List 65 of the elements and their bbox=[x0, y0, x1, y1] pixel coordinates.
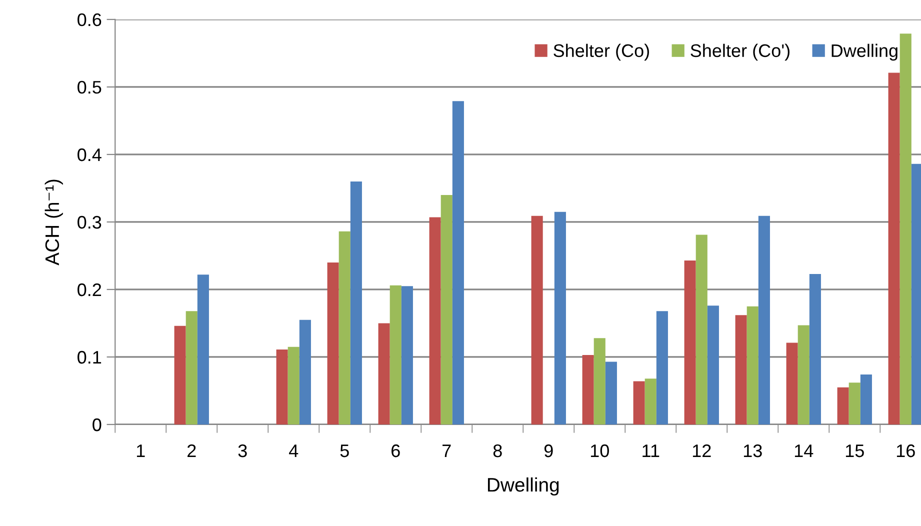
bar bbox=[440, 194, 452, 424]
bar bbox=[605, 362, 617, 424]
bar bbox=[174, 326, 186, 424]
y-tick-label: 0.1 bbox=[78, 350, 102, 364]
x-tick-label: 7 bbox=[442, 444, 451, 458]
bar bbox=[696, 234, 708, 424]
bar bbox=[401, 286, 413, 424]
bar bbox=[798, 325, 810, 424]
bar bbox=[429, 217, 441, 424]
bar bbox=[786, 342, 798, 424]
bar bbox=[656, 311, 668, 424]
bar bbox=[644, 378, 656, 424]
bar bbox=[327, 262, 339, 424]
x-tick-label: 14 bbox=[794, 444, 814, 458]
bar bbox=[288, 346, 300, 424]
y-axis-title: ACH (h⁻¹) bbox=[44, 180, 63, 266]
bar bbox=[809, 274, 821, 424]
bar bbox=[554, 212, 566, 424]
x-tick-label: 3 bbox=[238, 444, 247, 458]
y-tick-label: 0.3 bbox=[78, 216, 102, 229]
y-tick-label: 0 bbox=[92, 418, 102, 432]
bar bbox=[350, 181, 362, 424]
bar bbox=[582, 354, 594, 424]
x-tick-label: 6 bbox=[392, 444, 400, 458]
bar bbox=[531, 216, 543, 424]
bar bbox=[735, 315, 747, 424]
x-tick-label: 10 bbox=[590, 444, 609, 458]
legend-label: Shelter (Co) bbox=[554, 44, 649, 61]
x-tick-label: 13 bbox=[744, 444, 762, 458]
y-tick-label: 0.5 bbox=[78, 80, 102, 94]
legend-label: Dwelling bbox=[832, 44, 898, 61]
y-tick-label: 0.6 bbox=[78, 13, 102, 26]
bar bbox=[888, 72, 900, 424]
bar bbox=[186, 311, 198, 424]
legend-label: Shelter (Co') bbox=[690, 44, 790, 61]
x-tick-label: 1 bbox=[136, 444, 145, 458]
bar bbox=[452, 101, 464, 424]
bar bbox=[848, 382, 860, 424]
bar bbox=[390, 285, 402, 424]
bar bbox=[338, 231, 350, 424]
x-tick-label: 16 bbox=[896, 444, 915, 458]
x-tick-label: 11 bbox=[642, 444, 660, 458]
bar bbox=[900, 34, 912, 424]
x-axis-title: Dwelling bbox=[488, 477, 559, 496]
x-tick-label: 15 bbox=[846, 444, 864, 458]
x-tick-label: 12 bbox=[692, 444, 711, 458]
y-tick-label: 0.4 bbox=[78, 148, 102, 162]
bar bbox=[299, 320, 311, 424]
bar bbox=[276, 350, 288, 424]
bar bbox=[594, 338, 606, 424]
x-tick-label: 8 bbox=[493, 444, 502, 458]
x-tick-label: 5 bbox=[340, 444, 349, 458]
bar bbox=[837, 387, 849, 424]
bar bbox=[758, 216, 770, 424]
bar bbox=[684, 260, 696, 424]
bar bbox=[860, 374, 872, 424]
bar bbox=[197, 274, 209, 424]
y-tick-label: 0.2 bbox=[78, 283, 102, 296]
bar bbox=[707, 306, 719, 424]
bar bbox=[746, 306, 758, 424]
x-tick-label: 9 bbox=[544, 444, 553, 458]
x-tick-label: 4 bbox=[289, 444, 298, 458]
x-tick-label: 2 bbox=[188, 444, 196, 458]
bar bbox=[633, 381, 645, 424]
bar bbox=[378, 323, 390, 424]
